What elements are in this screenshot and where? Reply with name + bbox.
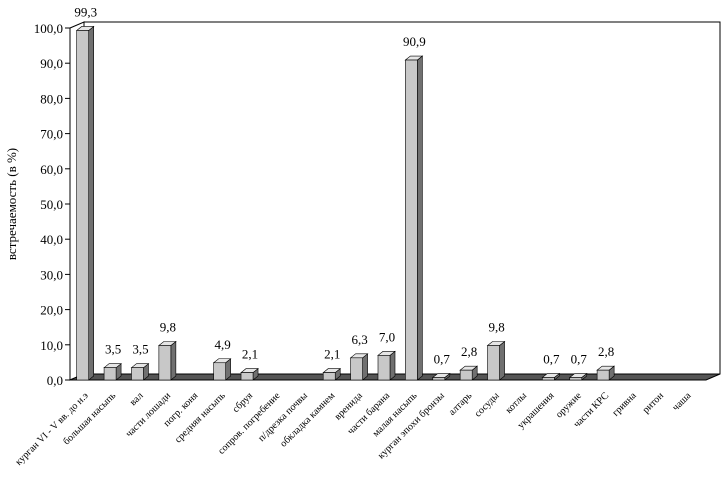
bar-side — [170, 340, 177, 381]
y-axis-label: встречаемость (в %) — [4, 148, 19, 260]
value-label: 9,8 — [160, 320, 176, 335]
y-tick-label: 70,0 — [40, 127, 63, 142]
x-tick-label: вал — [128, 390, 146, 408]
value-label: 0,7 — [543, 352, 560, 367]
x-tick-label: алтарь — [447, 390, 475, 418]
value-label: 6,3 — [351, 332, 367, 347]
y-tick-label: 90,0 — [40, 56, 63, 71]
x-tick-label: сбруя — [231, 390, 256, 415]
bar-side — [417, 55, 423, 381]
bar — [213, 362, 226, 381]
bar — [131, 367, 144, 381]
value-label: 4,9 — [215, 337, 231, 352]
bar — [459, 369, 473, 381]
value-label: 2,8 — [598, 344, 614, 359]
x-tick-label: котлы — [504, 390, 530, 416]
bar — [569, 377, 583, 381]
y-tick-label: 60,0 — [40, 162, 63, 177]
value-label: 2,8 — [461, 344, 477, 359]
bar — [322, 372, 336, 381]
bar — [240, 372, 254, 381]
bar — [432, 377, 446, 381]
bar — [350, 357, 363, 381]
bar — [405, 59, 418, 381]
value-label: 0,7 — [434, 352, 451, 367]
bar — [596, 369, 610, 381]
value-label: 3,5 — [132, 342, 148, 357]
x-tick-label: средняя насыпь — [173, 390, 228, 445]
y-tick-label: 30,0 — [40, 267, 63, 282]
value-label: 99,3 — [74, 4, 97, 19]
bar-side — [389, 350, 396, 381]
bar — [76, 30, 89, 381]
y-tick-label: 40,0 — [40, 232, 63, 247]
x-tick-label: гривна — [610, 390, 639, 419]
value-label: 2,1 — [242, 347, 258, 362]
value-label: 3,5 — [105, 342, 121, 357]
value-label: 9,8 — [488, 320, 504, 335]
value-label: 7,0 — [379, 329, 395, 344]
bar-side — [362, 353, 368, 381]
value-label: 0,7 — [571, 352, 588, 367]
bar-side — [499, 340, 505, 381]
y-tick-label: 80,0 — [40, 91, 63, 106]
y-tick-label: 0,0 — [47, 373, 63, 388]
bar — [487, 345, 500, 381]
y-tick-label: 10,0 — [40, 338, 63, 353]
bar — [158, 345, 172, 381]
y-tick-label: 20,0 — [40, 303, 63, 318]
bar — [377, 355, 391, 381]
x-tick-label: ритон — [641, 390, 667, 416]
y-tick-label: 50,0 — [40, 197, 63, 212]
bar-side — [88, 25, 94, 381]
bar — [103, 367, 117, 381]
x-tick-label: чаша — [670, 390, 693, 413]
value-label: 90,9 — [403, 34, 426, 49]
bar — [542, 377, 555, 381]
back-wall — [83, 21, 721, 375]
y-tick-label: 100,0 — [34, 21, 63, 36]
x-tick-label: сосуды — [473, 390, 502, 419]
value-label: 2,1 — [324, 347, 340, 362]
